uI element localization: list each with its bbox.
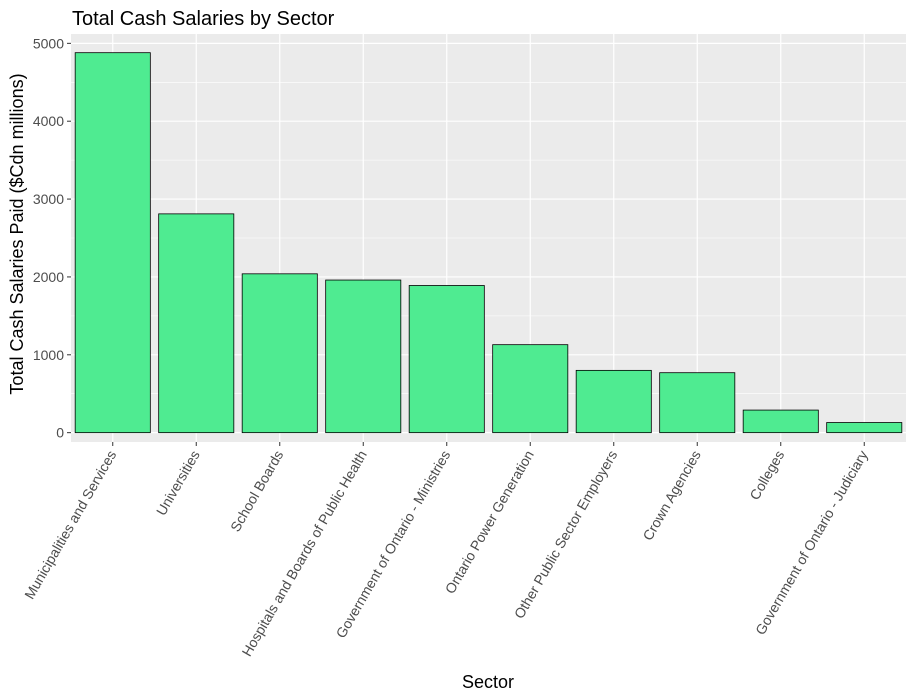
y-axis-title: Total Cash Salaries Paid ($Cdn millions) xyxy=(7,73,27,394)
y-tick-label: 2000 xyxy=(33,269,64,285)
bar xyxy=(241,273,318,434)
chart-title: Total Cash Salaries by Sector xyxy=(72,8,335,30)
bar xyxy=(325,279,402,434)
bar xyxy=(408,285,485,434)
y-tick-label: 4000 xyxy=(33,113,64,129)
x-tick-label: Other Public Sector Employers xyxy=(511,448,621,622)
bar xyxy=(158,213,235,434)
bars xyxy=(74,52,903,434)
x-tick-label: Ontario Power Generation xyxy=(442,448,537,597)
y-tick-label: 0 xyxy=(56,425,64,441)
bar xyxy=(575,369,652,434)
y-tick-label: 3000 xyxy=(33,191,64,207)
x-tick-label: Colleges xyxy=(746,448,787,503)
bar xyxy=(74,52,151,434)
x-tick-label: Universities xyxy=(153,448,203,519)
x-tick-label: Crown Agencies xyxy=(639,448,703,544)
y-tick-label: 1000 xyxy=(33,347,64,363)
bar xyxy=(659,372,736,434)
bar xyxy=(742,409,819,434)
y-tick-label: 5000 xyxy=(33,35,64,51)
bar xyxy=(492,344,569,434)
x-axis: Municipalities and Services Universities S… xyxy=(21,442,871,659)
x-axis-title: Sector xyxy=(462,672,514,692)
y-axis: 0 1000 2000 3000 4000 5000 xyxy=(33,35,71,441)
x-tick-label: School Boards xyxy=(227,448,286,535)
bar xyxy=(826,422,903,434)
x-tick-label: Municipalities and Services xyxy=(21,448,119,602)
